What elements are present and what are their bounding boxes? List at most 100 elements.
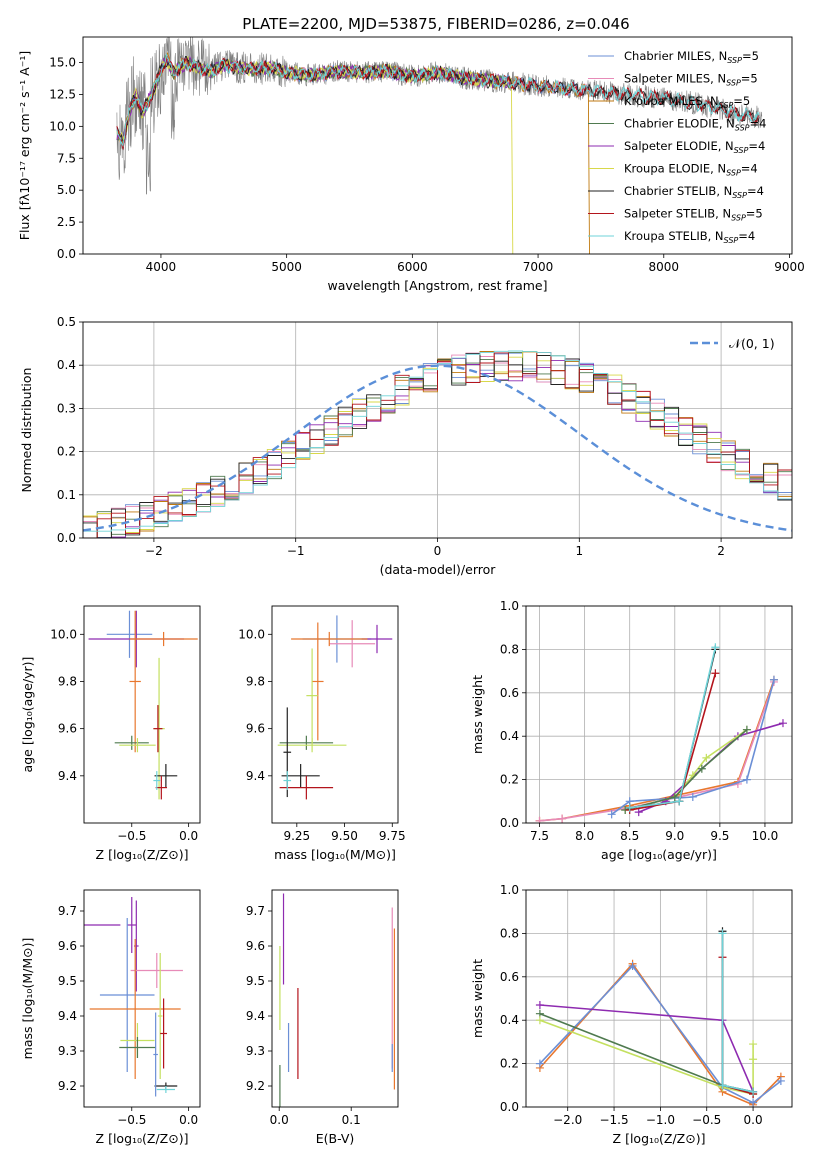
legend-entry: Chabrier MILES, NSSP=5 <box>624 49 759 65</box>
x-tick-label: 9000 <box>774 260 805 274</box>
y-tick-label: 9.4 <box>58 769 77 783</box>
weight-marker <box>535 1001 544 1010</box>
weight-marker <box>718 929 727 938</box>
y-tick-label: 0.0 <box>500 1100 519 1114</box>
axes-frame <box>83 889 201 1108</box>
mass_vs_EBV-x-axis-label: E(B-V) <box>316 1131 355 1146</box>
weight-marker <box>769 675 778 684</box>
mass_vs_EBV-panel <box>268 889 399 1111</box>
weight_vs_age-x-axis-label: age [log₁₀(age/yr)] <box>601 847 717 862</box>
axes-frame <box>82 321 793 539</box>
residual-histogram <box>83 352 792 538</box>
x-tick-label: 0 <box>434 544 442 558</box>
legend-entry: Kroupa ELODIE, NSSP=4 <box>624 162 758 178</box>
weight-marker <box>670 792 679 801</box>
weight-marker <box>742 725 751 734</box>
weight-marker <box>776 1076 785 1085</box>
residuals-x-axis-label: (data-model)/error <box>380 562 497 577</box>
y-tick-label: 9.6 <box>58 722 77 736</box>
y-tick-label: 0.8 <box>500 642 519 656</box>
weight-marker <box>749 1098 758 1107</box>
age_vs_mass-plot-area <box>277 615 393 800</box>
spectrum-x-axis-label: wavelength [Angstrom, rest frame] <box>327 278 547 293</box>
weight_vs_Z-plot-area <box>535 927 785 1107</box>
legend-entry-count: =5 <box>746 207 763 221</box>
weight-marker <box>558 814 567 823</box>
mass_vs_Z-plot-area <box>84 897 183 1097</box>
legend-entry-subscript: SSP <box>731 214 746 223</box>
y-tick-label: 9.6 <box>246 939 265 953</box>
legend-entry-subscript: SSP <box>734 146 749 155</box>
y-tick-label: 9.4 <box>58 1009 77 1023</box>
x-tick-label: 4000 <box>146 260 177 274</box>
weight-marker <box>749 1040 758 1049</box>
legend-entry-count: =4 <box>738 229 755 243</box>
y-tick-label: 0.1 <box>57 488 76 502</box>
legend-entry-count: =4 <box>741 162 758 176</box>
legend-entry-name: Chabrier MILES, N <box>624 49 727 63</box>
legend-entry-subscript: SSP <box>727 56 742 65</box>
gaussian-curve <box>83 364 792 532</box>
weight_vs_age-panel <box>522 605 793 827</box>
legend-entry-name: Chabrier STELIB, N <box>624 184 732 198</box>
weight-line <box>624 729 748 811</box>
legend-entry: Salpeter MILES, NSSP=5 <box>624 72 758 88</box>
observed-spectrum-line <box>116 37 763 195</box>
x-tick-label: −1.5 <box>599 1113 628 1127</box>
y-tick-label: 9.7 <box>246 904 265 918</box>
weight-marker <box>742 775 751 784</box>
legend-entry: Chabrier ELODIE, NSSP=4 <box>624 117 766 133</box>
weight-marker <box>702 753 711 762</box>
x-tick-label: −0.5 <box>692 1113 721 1127</box>
legend-entry-name: Kroupa MILES, N <box>624 94 719 108</box>
legend-entry-name: Salpeter STELIB, N <box>624 207 731 221</box>
axes-frame <box>83 605 201 824</box>
mass_vs_Z-panel <box>80 889 201 1111</box>
legend-entry-subscript: SSP <box>726 79 741 88</box>
y-tick-label: 0.4 <box>57 358 76 372</box>
x-tick-label: 9.75 <box>379 829 406 843</box>
weight-marker <box>607 810 616 819</box>
x-tick-label: −1 <box>287 544 305 558</box>
x-tick-label: 8.5 <box>620 829 639 843</box>
x-tick-label: 8.0 <box>575 829 594 843</box>
y-tick-label: 5.0 <box>57 183 76 197</box>
y-tick-label: 9.8 <box>246 674 265 688</box>
y-tick-label: 9.7 <box>58 904 77 918</box>
legend-entry-count: =5 <box>742 49 759 63</box>
y-tick-label: 0.3 <box>57 401 76 415</box>
residuals-panel <box>79 321 793 542</box>
age_vs_mass-panel <box>268 605 399 827</box>
weight-marker <box>749 1087 758 1096</box>
y-tick-label: 0.5 <box>57 315 76 329</box>
x-tick-label: 8000 <box>649 260 680 274</box>
y-tick-label: 10.0 <box>238 627 265 641</box>
x-tick-label: 10.0 <box>752 829 779 843</box>
weight-marker <box>688 792 697 801</box>
age_vs_mass-x-axis-label: mass [log₁₀(M/M⊙)] <box>274 847 396 862</box>
y-tick-label: 0.6 <box>500 686 519 700</box>
y-tick-label: 9.5 <box>58 974 77 988</box>
x-tick-label: 1 <box>575 544 583 558</box>
y-tick-label: 9.8 <box>58 674 77 688</box>
mass_vs_EBV-plot-area <box>279 893 395 1107</box>
y-tick-label: 12.5 <box>49 87 76 101</box>
weight-marker <box>535 1059 544 1068</box>
x-tick-label: 7.5 <box>530 829 549 843</box>
x-tick-label: 0.0 <box>179 1113 198 1127</box>
axes-frame <box>525 889 793 1108</box>
weight-marker <box>535 1016 544 1025</box>
plot-layer: 4000 5000 6000 7000 8000 90000.02.55.07.510.0… <box>17 36 805 1146</box>
y-tick-label: 0.8 <box>500 926 519 940</box>
weight_vs_Z-panel <box>522 889 793 1111</box>
legend-entry-subscript: SSP <box>735 124 750 133</box>
legend-entry-count: =4 <box>748 139 765 153</box>
x-tick-label: 0.0 <box>270 1113 289 1127</box>
legend-entry-name: Kroupa STELIB, N <box>624 229 724 243</box>
legend-entry-name: Kroupa ELODIE, N <box>624 162 726 176</box>
figure-title: PLATE=2200, MJD=53875, FIBERID=0286, z=0… <box>242 15 629 33</box>
legend-entry-name: Chabrier ELODIE, N <box>624 117 735 131</box>
x-tick-label: −2 <box>145 544 163 558</box>
y-tick-label: 9.2 <box>246 1079 265 1093</box>
